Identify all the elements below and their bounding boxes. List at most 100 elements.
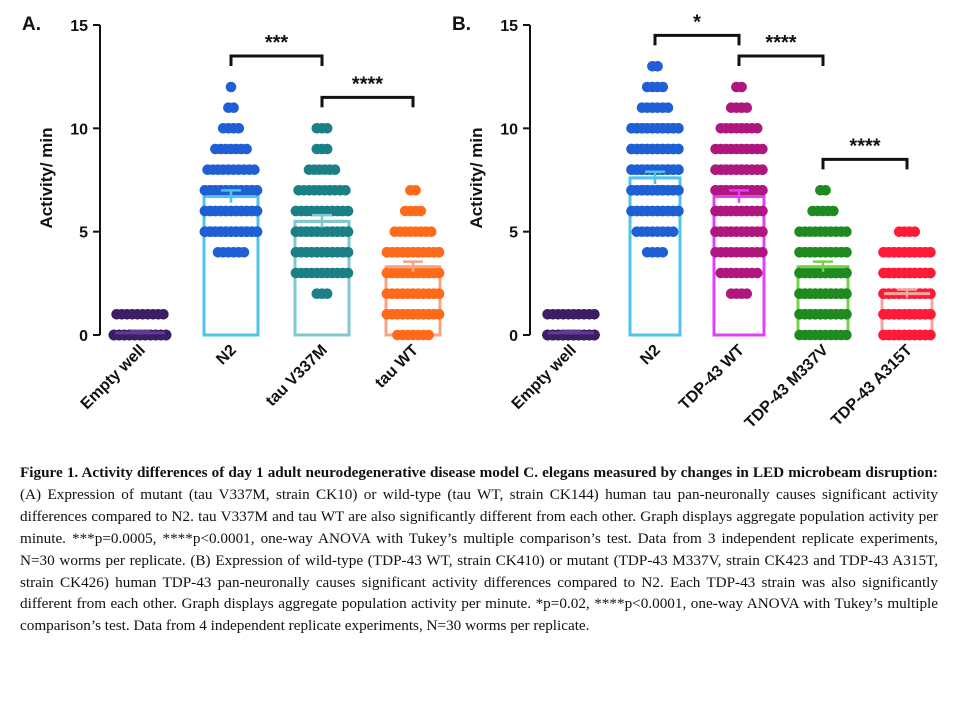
data-point [652,61,663,72]
significance-bracket [320,95,415,108]
data-point [841,226,852,237]
significance-bracket [653,33,741,46]
data-point [673,143,684,155]
category-label: tau V337M [263,342,331,410]
data-point [925,329,936,341]
significance-bracket [229,54,324,66]
data-point [160,329,172,341]
category-label: tau WT [372,342,422,392]
significance-label: * [693,11,701,33]
y-tick-label: 10 [500,121,518,138]
category-label: TDP-43 WT [676,342,748,414]
data-point [841,247,852,258]
category-label: N2 [637,342,664,369]
y-axis-title: Activity/ min [37,127,56,228]
data-point [241,143,252,155]
significance-label: **** [765,32,796,54]
data-point [925,267,936,279]
data-point [158,309,169,320]
data-point [657,247,669,258]
significance-bracket [737,54,825,66]
y-axis-title: Activity/ min [467,127,486,228]
data-point [673,205,684,217]
data-point [342,205,354,217]
data-point [321,123,333,134]
category-label: N2 [213,342,240,369]
panel-label: B. [452,14,471,35]
data-point [757,247,768,258]
charts-svg: A. 0 5 10 15 Activity/ min Empty well N2 tau V33… [22,11,936,432]
data-point [342,247,354,258]
data-point [433,267,445,279]
y-tick-label: 10 [70,121,88,138]
data-point [321,143,333,155]
data-point [321,288,333,300]
data-point [673,123,684,134]
y-tick-label: 0 [509,328,518,345]
data-point [238,247,250,258]
data-point [228,102,239,113]
significance-label: **** [352,73,383,95]
significance-label: **** [849,135,880,157]
data-point [841,267,852,279]
data-point [673,164,684,175]
data-point [757,205,768,217]
y-tick-label: 0 [79,328,88,345]
data-point [225,81,237,93]
data-point [342,226,354,237]
data-point [662,102,674,113]
data-point [423,329,434,341]
caption-title: Figure 1. Activity differences of day 1 … [20,464,938,481]
data-point [249,164,260,175]
bar [202,195,260,337]
data-point [736,81,747,93]
data-point [673,185,684,196]
data-point [425,226,437,237]
category-label: TDP-43 M337V [742,342,832,432]
data-point [589,329,600,341]
data-point [925,288,936,300]
data-point [251,205,263,217]
significance-label: *** [265,32,289,54]
data-point [233,123,245,134]
data-point [841,288,852,300]
y-tick-label: 5 [509,225,518,242]
data-point [757,226,768,237]
data-point [415,205,427,217]
data-point [342,267,354,279]
data-point [433,247,445,258]
data-point [828,205,839,217]
data-point [741,102,753,113]
data-point [329,164,341,175]
bar [712,195,766,337]
panel-label: A. [22,14,41,35]
data-point [925,309,936,320]
data-point [841,309,852,320]
significance-bracket [821,157,909,170]
data-point [657,81,669,93]
y-tick-label: 15 [70,18,88,35]
data-point [757,185,768,196]
data-point [925,247,936,258]
data-point [589,309,600,320]
data-point [751,123,763,134]
figure-charts: A. 0 5 10 15 Activity/ min Empty well N2 tau V33… [22,11,936,432]
data-point [757,143,768,155]
category-label: TDP-43 A315T [828,342,916,430]
data-point [410,185,421,196]
caption-body: (A) Expression of mutant (tau V337M, str… [20,485,938,635]
y-tick-label: 5 [79,225,88,242]
data-point [820,185,831,196]
y-tick-label: 15 [500,18,518,35]
data-point [433,309,445,320]
data-point [741,288,753,300]
data-point [841,329,852,341]
data-point [757,164,768,175]
category-label: Empty well [78,342,149,413]
data-point [909,226,921,237]
data-point [340,185,351,196]
data-point [751,267,763,279]
data-point [251,185,263,196]
data-point [251,226,263,237]
figure-caption: Figure 1. Activity differences of day 1 … [20,462,938,637]
